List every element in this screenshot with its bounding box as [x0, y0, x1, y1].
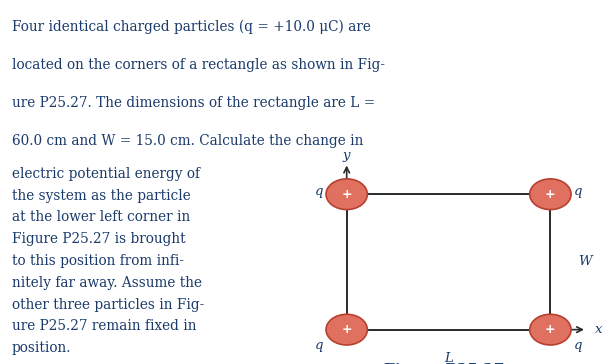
Text: ure P25.27 remain fixed in: ure P25.27 remain fixed in	[12, 319, 196, 333]
Text: W: W	[578, 256, 591, 268]
Text: at the lower left corner in: at the lower left corner in	[12, 210, 190, 224]
Text: q: q	[574, 339, 582, 352]
Text: ure P25.27. The dimensions of the rectangle are L =: ure P25.27. The dimensions of the rectan…	[12, 96, 375, 110]
Circle shape	[530, 314, 571, 345]
Circle shape	[326, 314, 367, 345]
Text: y: y	[343, 149, 350, 162]
Text: nitely far away. Assume the: nitely far away. Assume the	[12, 276, 202, 290]
Text: q: q	[315, 339, 324, 352]
Text: electric potential energy of: electric potential energy of	[12, 167, 200, 181]
Circle shape	[326, 179, 367, 210]
Text: +: +	[341, 188, 352, 201]
Text: +: +	[545, 188, 556, 201]
Text: x: x	[595, 323, 602, 336]
Text: located on the corners of a rectangle as shown in Fig-: located on the corners of a rectangle as…	[12, 58, 385, 72]
Text: position.: position.	[12, 341, 72, 355]
Circle shape	[530, 179, 571, 210]
Text: Four identical charged particles (q = +10.0 μC) are: Four identical charged particles (q = +1…	[12, 20, 371, 34]
Text: +: +	[545, 323, 556, 336]
Text: the system as the particle: the system as the particle	[12, 189, 191, 202]
Text: L: L	[444, 352, 453, 364]
Text: other three particles in Fig-: other three particles in Fig-	[12, 298, 204, 312]
Text: +: +	[341, 323, 352, 336]
Text: q: q	[315, 186, 324, 198]
Text: to this position from infi-: to this position from infi-	[12, 254, 184, 268]
Text: q: q	[574, 186, 582, 198]
Text: 60.0 cm and W = 15.0 cm. Calculate the change in: 60.0 cm and W = 15.0 cm. Calculate the c…	[12, 134, 364, 148]
Text: Figure P25.27 is brought: Figure P25.27 is brought	[12, 232, 185, 246]
